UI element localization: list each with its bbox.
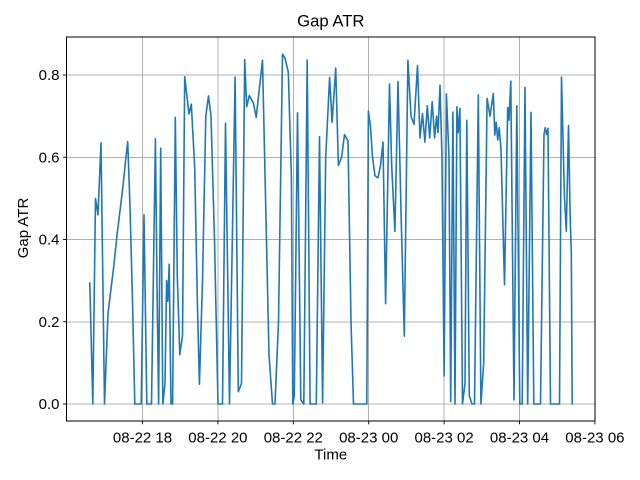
svg-text:08-22 18: 08-22 18 [113, 430, 172, 447]
svg-text:08-23 00: 08-23 00 [339, 430, 398, 447]
svg-text:0.6: 0.6 [39, 149, 60, 166]
svg-text:0.2: 0.2 [39, 314, 60, 331]
svg-text:0.0: 0.0 [39, 396, 60, 413]
svg-text:Gap ATR: Gap ATR [297, 11, 364, 30]
svg-text:08-22 22: 08-22 22 [264, 430, 323, 447]
svg-text:Gap ATR: Gap ATR [15, 198, 32, 259]
svg-text:08-23 06: 08-23 06 [565, 430, 624, 447]
svg-text:08-23 02: 08-23 02 [414, 430, 473, 447]
svg-text:08-22 20: 08-22 20 [188, 430, 247, 447]
svg-text:Time: Time [314, 447, 347, 464]
svg-text:08-23 04: 08-23 04 [490, 430, 549, 447]
svg-text:0.8: 0.8 [39, 67, 60, 84]
svg-text:0.4: 0.4 [39, 232, 60, 249]
